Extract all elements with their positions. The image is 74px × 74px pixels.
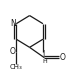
Text: N: N (10, 19, 16, 28)
Text: H: H (42, 59, 47, 64)
Text: CH₃: CH₃ (10, 64, 23, 70)
Text: I: I (42, 50, 44, 59)
Text: O: O (10, 47, 16, 56)
Text: O: O (60, 53, 66, 62)
